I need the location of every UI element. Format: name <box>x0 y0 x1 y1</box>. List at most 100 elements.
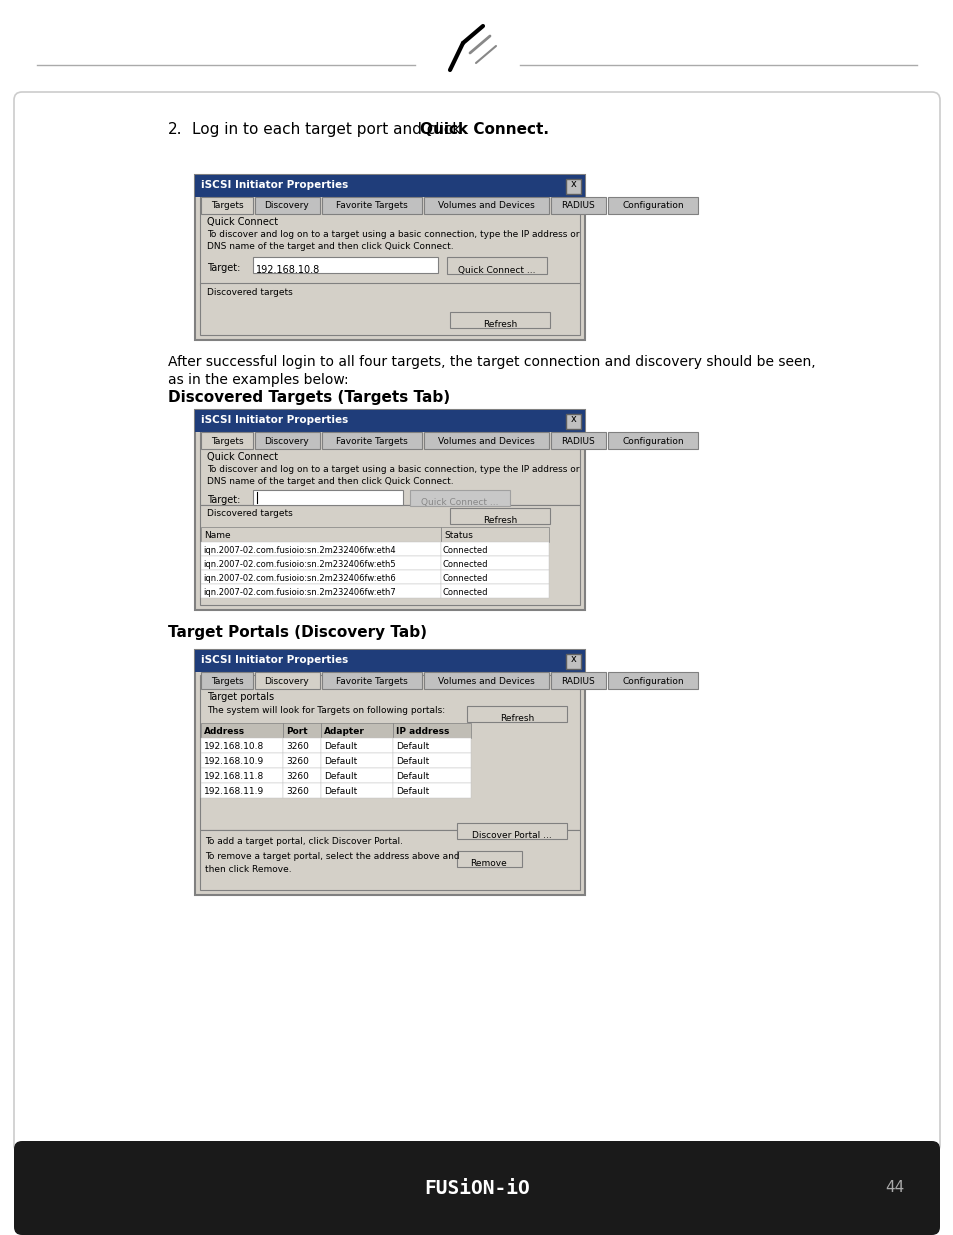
Text: Name: Name <box>204 531 231 540</box>
Bar <box>253 257 437 273</box>
Text: Quick Connect: Quick Connect <box>207 452 278 462</box>
Text: iSCSI Initiator Properties: iSCSI Initiator Properties <box>201 655 348 664</box>
Text: Default: Default <box>395 757 429 766</box>
Text: Quick Connect: Quick Connect <box>207 217 278 227</box>
Text: Discover Portal ...: Discover Portal ... <box>472 831 551 840</box>
Text: x: x <box>570 655 576 664</box>
Bar <box>607 198 698 214</box>
Text: Refresh: Refresh <box>482 516 517 525</box>
Bar <box>283 739 320 753</box>
Bar <box>201 432 253 450</box>
Bar <box>201 672 253 689</box>
Text: Default: Default <box>395 742 429 751</box>
Text: RADIUS: RADIUS <box>560 436 595 446</box>
Bar <box>320 768 393 783</box>
Bar <box>440 542 548 556</box>
Text: Volumes and Devices: Volumes and Devices <box>437 677 534 685</box>
Bar <box>450 508 550 524</box>
Text: Discovery: Discovery <box>264 677 309 685</box>
Text: Target:: Target: <box>207 263 240 273</box>
Text: 3260: 3260 <box>286 787 309 797</box>
Text: iqn.2007-02.com.fusioio:sn.2m232406fw:eth6: iqn.2007-02.com.fusioio:sn.2m232406fw:et… <box>203 574 395 583</box>
Bar <box>254 198 319 214</box>
Text: Target Portals (Discovery Tab): Target Portals (Discovery Tab) <box>168 625 427 640</box>
Text: Volumes and Devices: Volumes and Devices <box>437 201 534 210</box>
Text: as in the examples below:: as in the examples below: <box>168 373 348 387</box>
Bar <box>200 505 579 605</box>
Text: 192.168.11.8: 192.168.11.8 <box>204 772 264 781</box>
Text: FUSiON-iO: FUSiON-iO <box>424 1178 529 1198</box>
Text: iqn.2007-02.com.fusioio:sn.2m232406fw:eth4: iqn.2007-02.com.fusioio:sn.2m232406fw:et… <box>203 546 395 555</box>
Bar <box>447 257 546 274</box>
Bar <box>201 527 440 542</box>
Text: Default: Default <box>324 742 356 751</box>
Bar <box>194 410 584 610</box>
Text: 192.168.10.9: 192.168.10.9 <box>204 757 264 766</box>
Bar <box>200 195 579 285</box>
Text: 3260: 3260 <box>286 772 309 781</box>
Bar <box>194 650 584 895</box>
Bar <box>440 556 548 571</box>
Bar <box>201 783 283 798</box>
Bar <box>440 527 548 542</box>
Text: Default: Default <box>324 787 356 797</box>
Bar <box>320 783 393 798</box>
Bar <box>450 312 550 329</box>
Text: To discover and log on to a target using a basic connection, type the IP address: To discover and log on to a target using… <box>207 230 578 240</box>
Bar <box>393 722 471 739</box>
Text: Volumes and Devices: Volumes and Devices <box>437 436 534 446</box>
Bar <box>467 706 566 722</box>
Bar <box>201 584 440 598</box>
Bar <box>551 432 605 450</box>
Bar <box>194 410 584 432</box>
Text: Targets: Targets <box>211 677 243 685</box>
Bar <box>320 722 393 739</box>
Text: DNS name of the target and then click Quick Connect.: DNS name of the target and then click Qu… <box>207 242 453 251</box>
Bar <box>201 556 440 571</box>
Bar <box>607 432 698 450</box>
Text: Configuration: Configuration <box>621 201 683 210</box>
FancyBboxPatch shape <box>14 91 939 1153</box>
Text: Discovery: Discovery <box>264 436 309 446</box>
Bar <box>200 830 579 890</box>
FancyBboxPatch shape <box>14 1141 939 1235</box>
Text: 44: 44 <box>884 1181 903 1195</box>
Bar <box>200 676 579 830</box>
Text: Default: Default <box>395 787 429 797</box>
Bar <box>393 739 471 753</box>
Text: Favorite Targets: Favorite Targets <box>335 201 408 210</box>
Bar <box>565 655 580 669</box>
Bar <box>283 768 320 783</box>
Text: Target:: Target: <box>207 495 240 505</box>
Text: Default: Default <box>324 772 356 781</box>
Bar <box>322 198 421 214</box>
Bar <box>565 414 580 429</box>
Text: RADIUS: RADIUS <box>560 677 595 685</box>
Bar <box>201 198 253 214</box>
Text: Quick Connect ...: Quick Connect ... <box>457 266 536 275</box>
Bar <box>194 175 584 198</box>
Text: iqn.2007-02.com.fusioio:sn.2m232406fw:eth5: iqn.2007-02.com.fusioio:sn.2m232406fw:et… <box>203 559 395 569</box>
Text: 3260: 3260 <box>286 757 309 766</box>
Bar <box>201 542 440 556</box>
Text: Default: Default <box>324 757 356 766</box>
Bar <box>393 783 471 798</box>
Bar <box>551 672 605 689</box>
Bar <box>201 739 283 753</box>
Bar <box>565 179 580 194</box>
Text: x: x <box>570 179 576 189</box>
Bar <box>283 753 320 768</box>
Text: Remove: Remove <box>470 860 507 868</box>
Text: DNS name of the target and then click Quick Connect.: DNS name of the target and then click Qu… <box>207 477 453 487</box>
Text: Status: Status <box>443 531 473 540</box>
Text: 3260: 3260 <box>286 742 309 751</box>
Bar <box>320 753 393 768</box>
Text: Discovered targets: Discovered targets <box>207 288 293 296</box>
Text: RADIUS: RADIUS <box>560 201 595 210</box>
Text: Connected: Connected <box>442 546 488 555</box>
Text: iqn.2007-02.com.fusioio:sn.2m232406fw:eth7: iqn.2007-02.com.fusioio:sn.2m232406fw:et… <box>203 588 395 597</box>
Text: Connected: Connected <box>442 574 488 583</box>
Text: Address: Address <box>204 727 245 736</box>
Bar <box>456 823 566 839</box>
Text: iSCSI Initiator Properties: iSCSI Initiator Properties <box>201 415 348 425</box>
